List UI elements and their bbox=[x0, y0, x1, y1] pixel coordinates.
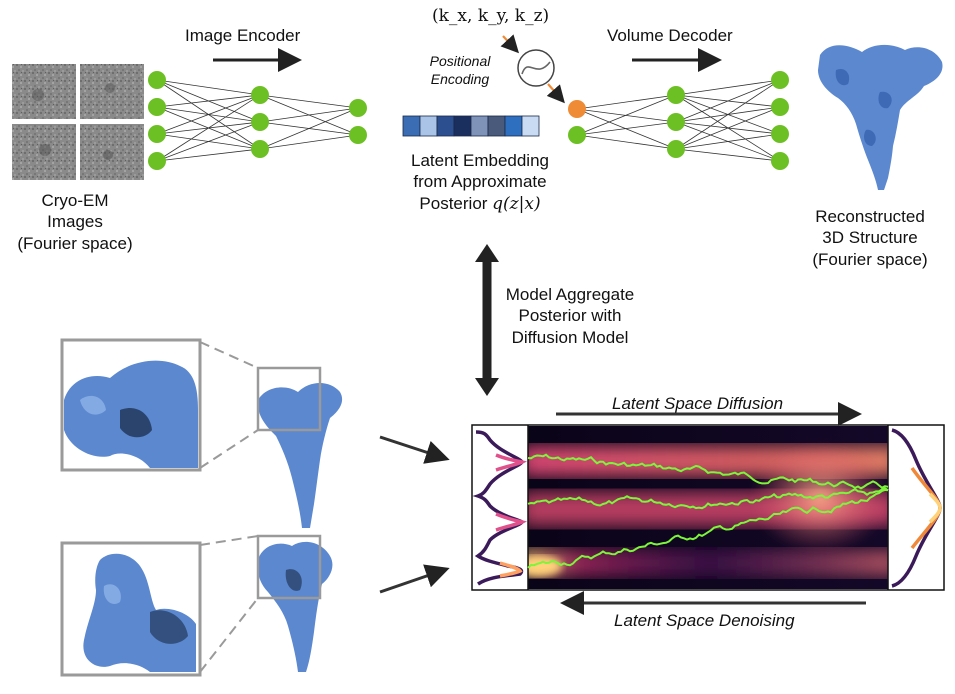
embedding-cell bbox=[419, 115, 438, 137]
embedding-cell bbox=[504, 115, 523, 137]
zoom-guide-lines bbox=[199, 341, 259, 673]
coordinate-input-label: (k_x, k_y, k_z) bbox=[432, 6, 550, 26]
aggregate-posterior-caption: Model Aggregate Posterior with Diffusion… bbox=[505, 285, 635, 347]
cryo-em-caption: Cryo-EM Images (Fourier space) bbox=[17, 191, 133, 253]
aggregate-posterior-arrow bbox=[475, 244, 499, 396]
encoder-nodes bbox=[148, 71, 367, 170]
cryo-em-images bbox=[8, 62, 146, 182]
zoom-panel-bottom bbox=[60, 541, 202, 677]
encoding-to-node-arrow bbox=[546, 83, 565, 104]
posterior-formula: q(z|x) bbox=[492, 193, 541, 214]
diffusion-trajectories bbox=[527, 453, 889, 569]
encoder-network bbox=[156, 79, 359, 162]
latent-space-denoising-label: Latent Space Denoising bbox=[614, 611, 795, 630]
embedding-cell bbox=[487, 115, 506, 137]
latent-embedding-caption: Latent Embedding from Approximate Poster… bbox=[411, 151, 549, 214]
decoder-network bbox=[576, 79, 781, 162]
latent-embedding-bar bbox=[402, 115, 540, 137]
embedding-cell bbox=[453, 115, 472, 137]
embedding-cell bbox=[436, 115, 455, 137]
latent-space-diffusion-label: Latent Space Diffusion bbox=[612, 394, 784, 413]
diffusion-panel bbox=[471, 424, 945, 591]
coords-to-encoding-arrow bbox=[500, 34, 519, 54]
reconstructed-caption: Reconstructed 3D Structure (Fourier spac… bbox=[812, 207, 928, 269]
structure-to-diffusion-arrow-top bbox=[379, 435, 450, 464]
structure-to-diffusion-arrow-bottom bbox=[379, 564, 450, 594]
embedding-cell bbox=[521, 115, 540, 137]
decoder-nodes bbox=[568, 71, 789, 170]
trajectory-line bbox=[527, 487, 889, 510]
reconstructed-structure bbox=[818, 44, 943, 191]
trajectory-line bbox=[527, 453, 889, 490]
embedding-cell bbox=[402, 115, 421, 137]
volume-decoder-label: Volume Decoder bbox=[607, 26, 733, 45]
embedding-cell bbox=[470, 115, 489, 137]
zoom-panel-top bbox=[60, 338, 202, 472]
positional-encoding-label: Positional Encoding bbox=[429, 53, 491, 87]
positional-encoding-icon bbox=[517, 49, 555, 87]
protein-structure-top bbox=[256, 366, 343, 528]
trajectory-line bbox=[527, 488, 889, 569]
protein-structure-bottom bbox=[256, 534, 333, 672]
image-encoder-label: Image Encoder bbox=[185, 26, 301, 45]
